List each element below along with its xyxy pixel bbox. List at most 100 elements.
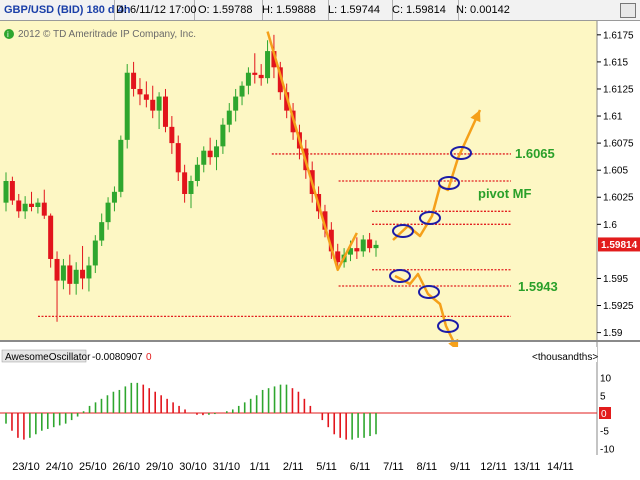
candle-body: [67, 265, 73, 284]
candle-body: [29, 203, 35, 207]
pivot-ellipse: [419, 211, 441, 225]
low-readout: L: 1.59744: [324, 0, 393, 20]
candle-body: [143, 94, 149, 100]
oscillator-tick-label: -10: [600, 444, 615, 455]
candle-body: [245, 72, 251, 86]
candle-body: [92, 240, 98, 266]
annotation-level: 1.5943: [518, 279, 558, 294]
candle-body: [9, 181, 15, 201]
price-tick-label: 1.6075: [603, 139, 634, 150]
oscillator-zero-badge: 0: [146, 352, 152, 363]
price-tick-label: 1.595: [603, 274, 628, 285]
quote-header: GBP/USD (BID) 180 d 4h D: 6/11/12 17:00 …: [0, 0, 640, 21]
copyright-text: 2012 © TD Ameritrade IP Company, Inc.: [18, 29, 196, 40]
downtrend-line: [266, 31, 358, 272]
candle-body: [131, 72, 137, 89]
candle-body: [252, 72, 258, 75]
candle-body: [239, 85, 245, 97]
pane-separator[interactable]: [0, 340, 640, 342]
downtrend-arrow-line: [394, 272, 460, 352]
price-tick-label: 1.6025: [603, 193, 634, 204]
candle-body: [265, 51, 271, 79]
annotations: 1.6065 pivot MF 1.5943: [478, 146, 558, 294]
date-label: 24/10: [46, 461, 74, 473]
candle-body: [150, 99, 156, 111]
candle-body: [156, 96, 162, 111]
candle-body: [22, 203, 28, 212]
date-label: 5/11: [316, 461, 337, 473]
oscillator-zero-tick-box: [599, 407, 611, 419]
candle-body: [207, 150, 213, 158]
change-readout: N: 0.00142: [456, 4, 510, 16]
date-label: 8/11: [417, 461, 438, 473]
pivot-ellipse: [450, 146, 472, 160]
close-readout: C: 1.59814: [388, 0, 459, 20]
time-axis: 23/10 24/10 25/10 26/10 29/10 30/10 31/10 1/11 2…: [12, 461, 574, 473]
oscillator-header: [0, 347, 597, 362]
candle-body: [137, 88, 143, 95]
candle-body: [16, 200, 22, 212]
date-label: 13/11: [514, 461, 541, 473]
candle-body: [284, 92, 290, 111]
price-tick-label: 1.59: [603, 328, 623, 339]
date-label: 25/10: [79, 461, 107, 473]
candle-body: [60, 265, 66, 281]
date-label: 26/10: [112, 461, 140, 473]
oscillator-units: <thousandths>: [532, 352, 598, 363]
last-price-box: [598, 237, 640, 252]
info-icon: [4, 29, 14, 39]
candle-body: [182, 172, 188, 194]
pivot-ellipse: [389, 269, 411, 283]
price-tick-label: 1.6125: [603, 84, 634, 95]
date-label: 30/10: [179, 461, 207, 473]
candle-body: [188, 181, 194, 194]
date-readout: D: 6/11/12 17:00: [112, 0, 197, 20]
last-price-badge: 1.59814: [598, 237, 640, 252]
candle-body: [373, 244, 379, 249]
candle-body: [80, 269, 86, 279]
copyright-notice: i 2012 © TD Ameritrade IP Company, Inc.: [4, 29, 196, 40]
date-label: 14/11: [547, 461, 574, 473]
date-label: 2/11: [283, 461, 304, 473]
open-readout: O: 1.59788: [194, 0, 263, 20]
candle-body: [111, 191, 117, 203]
price-tick-label: 1.61: [603, 112, 623, 123]
date-label: 23/10: [12, 461, 40, 473]
window-restore-button[interactable]: [620, 3, 636, 18]
oscillator-value: -0.0080907: [92, 352, 143, 363]
candle-body: [169, 126, 175, 144]
candle-body: [360, 239, 366, 252]
candle-body: [271, 51, 277, 68]
date-label: 7/11: [383, 461, 404, 473]
symbol-label[interactable]: GBP/USD (BID) 180 d 4h: [0, 0, 131, 20]
date-label: 1/11: [250, 461, 271, 473]
annotation-label: pivot MF: [478, 186, 531, 201]
oscillator-axis: 10 5 0 -5 -10: [599, 374, 615, 455]
candle-body: [118, 139, 124, 192]
candle-body: [322, 211, 328, 230]
price-tick-label: 1.6: [603, 220, 617, 231]
oscillator-tick-label: 5: [600, 391, 606, 402]
candle-body: [354, 248, 360, 252]
date-label: 9/11: [450, 461, 471, 473]
candle-body: [86, 265, 92, 279]
candle-body: [233, 96, 239, 111]
date-label: 6/11: [350, 461, 371, 473]
oscillator-name-box[interactable]: [1, 349, 87, 363]
high-readout: H: 1.59888: [258, 0, 329, 20]
date-label: 12/11: [480, 461, 507, 473]
candle-body: [367, 239, 373, 249]
oscillator-name[interactable]: AwesomeOscillator: [5, 352, 91, 363]
candle-body: [194, 164, 200, 181]
candle-body: [73, 269, 79, 284]
oscillator-tick-label: 10: [600, 374, 612, 385]
candle-body: [41, 202, 47, 216]
candle-body: [335, 251, 341, 263]
price-tick-label: 1.615: [603, 57, 628, 68]
candle-body: [258, 74, 264, 79]
date-label: 31/10: [213, 461, 241, 473]
candle-body: [162, 96, 168, 127]
price-tick-label: 1.5925: [603, 301, 634, 312]
